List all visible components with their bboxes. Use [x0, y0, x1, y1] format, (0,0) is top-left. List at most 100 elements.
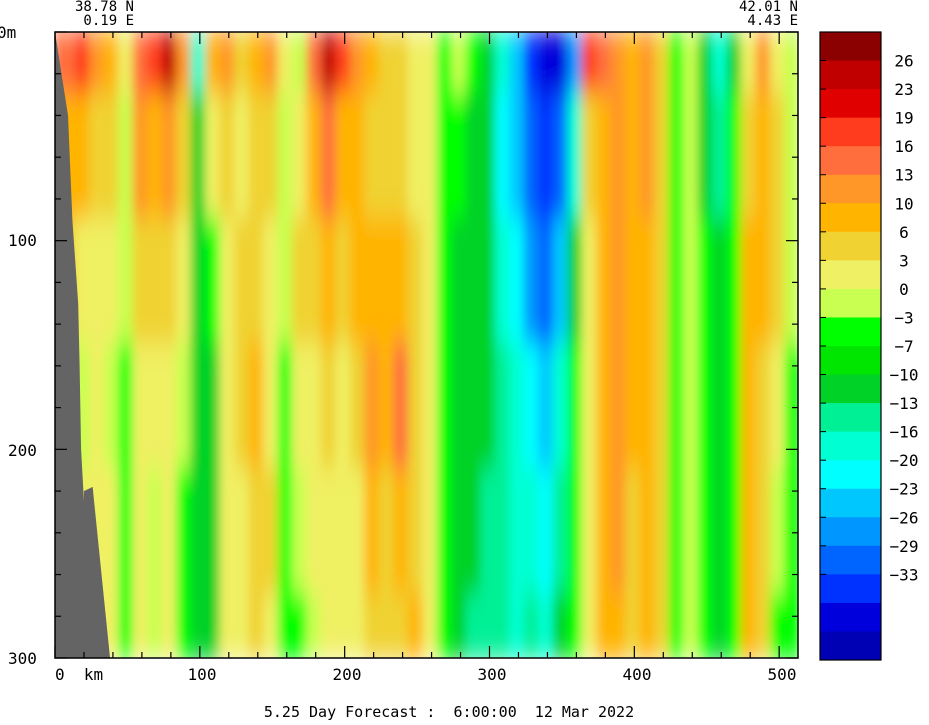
- heatmap-cell: [552, 468, 572, 598]
- heatmap-cell: [436, 343, 456, 473]
- heatmap-cell: [668, 468, 688, 598]
- heatmap-cell: [335, 217, 354, 347]
- heatmap-cell: [465, 32, 485, 97]
- heatmap-cell: [407, 92, 427, 222]
- heatmap-cell: [422, 593, 441, 658]
- colorbar-label: 10: [894, 194, 913, 213]
- heatmap-cell: [176, 32, 195, 97]
- heatmap-cell: [740, 593, 760, 658]
- heatmap-cell: [581, 468, 601, 598]
- heatmap-cell: [263, 343, 282, 473]
- heatmap-cell: [219, 32, 239, 97]
- heatmap-cell: [639, 468, 659, 598]
- heatmap-cell: [697, 217, 716, 347]
- heatmap-cell: [552, 92, 572, 222]
- colorbar-labels: 26 23 19 16 13 10 6 3 0 −3 −7 −10 −13 −16 −20 −23 −26 −29…: [820, 52, 918, 584]
- heatmap-cell: [784, 92, 798, 222]
- heatmap-cell: [552, 593, 572, 658]
- heatmap-cell: [161, 92, 181, 222]
- colorbar-swatch: [820, 517, 881, 547]
- heatmap-cell: [74, 32, 94, 97]
- heatmap-cell: [726, 92, 745, 222]
- heatmap-cell: [393, 92, 412, 222]
- heatmap-cell: [190, 32, 210, 97]
- heatmap-cell: [654, 92, 673, 222]
- heatmap-cell: [567, 593, 586, 658]
- heatmap-cell: [291, 92, 311, 222]
- heatmap-cell: [306, 217, 325, 347]
- colorbar-label: 6: [899, 223, 909, 242]
- x-tick-label: 300: [478, 665, 507, 684]
- heatmap-cell: [407, 593, 427, 658]
- heatmap-cell: [55, 32, 66, 97]
- heatmap-cell: [509, 468, 528, 598]
- corner-left-lon: 0.19 E: [83, 13, 134, 29]
- heatmap-cell: [335, 468, 354, 598]
- heatmap-cell: [654, 468, 673, 598]
- heatmap-cell: [683, 593, 702, 658]
- heatmap-cell: [291, 217, 311, 347]
- heatmap-cell: [103, 32, 123, 97]
- heatmap-cell: [451, 217, 470, 347]
- heatmap-cell: [451, 593, 470, 658]
- colorbar-swatch: [820, 146, 881, 176]
- heatmap-cell: [784, 217, 798, 347]
- heatmap-cell: [494, 343, 514, 473]
- heatmap-cell: [378, 593, 398, 658]
- heatmap-cell: [190, 468, 210, 598]
- corner-right-lat: 42.01 N: [739, 0, 798, 15]
- heatmap-cell: [248, 217, 268, 347]
- heatmap-cell: [523, 217, 543, 347]
- heatmap-cell: [393, 32, 412, 97]
- heatmap-cell: [320, 92, 340, 222]
- colorbar-label: 16: [894, 137, 913, 156]
- heatmap-cell: [480, 217, 499, 347]
- heatmap-cell: [726, 593, 745, 658]
- colorbar-label: 3: [899, 251, 909, 270]
- heatmap-cell: [248, 593, 268, 658]
- x-tick-label: 200: [333, 665, 362, 684]
- heatmap-cell: [364, 32, 383, 97]
- heatmap-cell: [581, 593, 601, 658]
- heatmap-cell: [740, 32, 760, 97]
- heatmap-cell: [89, 343, 108, 473]
- heatmap-cell: [711, 468, 731, 598]
- y-tick-label: 100: [8, 231, 37, 250]
- heatmap-cell: [291, 468, 311, 598]
- heatmap-cell: [422, 468, 441, 598]
- heatmap-cell: [378, 343, 398, 473]
- heatmap-cell: [306, 593, 325, 658]
- heatmap-cell: [711, 217, 731, 347]
- heatmap-cell: [118, 468, 137, 598]
- heatmap-cell: [103, 92, 123, 222]
- heatmap-cell: [422, 32, 441, 97]
- heatmap-cell: [89, 217, 108, 347]
- heatmap-field: [55, 32, 798, 658]
- heatmap-cell: [248, 92, 268, 222]
- colorbar-swatch: [820, 545, 881, 575]
- heatmap-cell: [740, 217, 760, 347]
- heatmap-cell: [335, 92, 354, 222]
- heatmap-cell: [596, 343, 615, 473]
- heatmap-cell: [219, 217, 239, 347]
- heatmap-cell: [306, 343, 325, 473]
- heatmap-cell: [219, 92, 239, 222]
- heatmap-cell: [683, 468, 702, 598]
- heatmap-cell: [740, 92, 760, 222]
- heatmap-cell: [480, 32, 499, 97]
- heatmap-cell: [147, 92, 166, 222]
- heatmap-cell: [176, 468, 195, 598]
- heatmap-cell: [263, 593, 282, 658]
- heatmap-cell: [378, 217, 398, 347]
- heatmap-cell: [103, 468, 123, 598]
- heatmap-cell: [625, 468, 644, 598]
- heatmap-cell: [639, 593, 659, 658]
- heatmap-cell: [726, 32, 745, 97]
- heatmap-cell: [509, 92, 528, 222]
- colorbar-label: 23: [894, 80, 913, 99]
- heatmap-cell: [291, 593, 311, 658]
- heatmap-cell: [581, 217, 601, 347]
- heatmap-cell: [248, 32, 268, 97]
- heatmap-cell: [465, 593, 485, 658]
